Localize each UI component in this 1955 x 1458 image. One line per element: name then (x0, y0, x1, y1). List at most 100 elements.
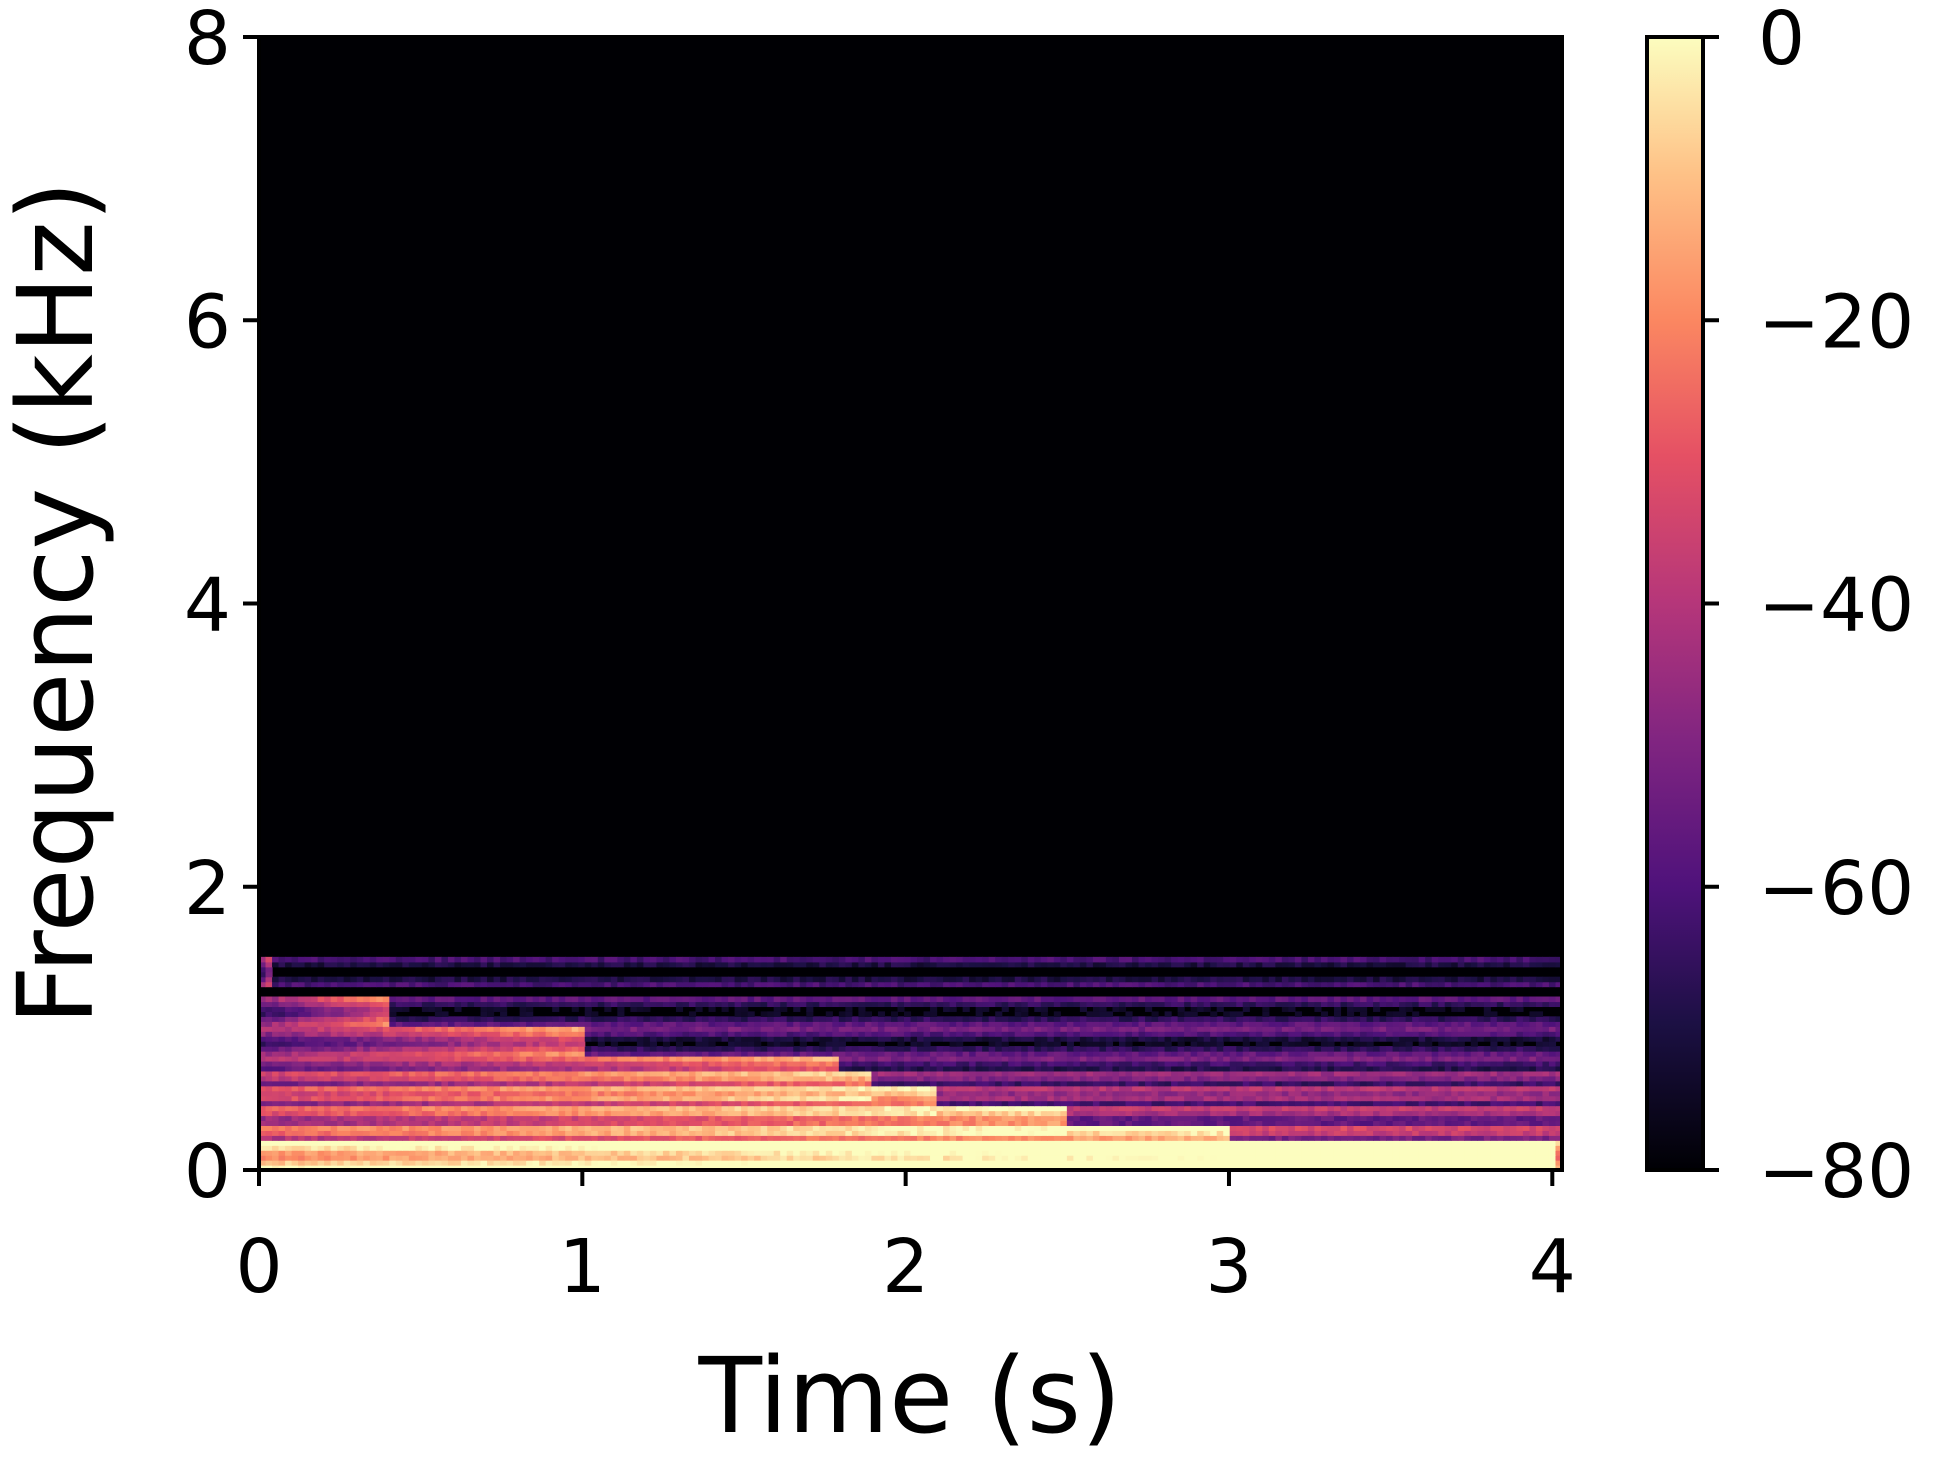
heatmap-cell (343, 1075, 351, 1082)
heatmap-cell (330, 1130, 338, 1136)
heatmap-cell (636, 1090, 644, 1097)
heatmap-cell (1529, 1075, 1537, 1082)
heatmap-cell (363, 1155, 371, 1161)
heatmap-cell (1412, 1065, 1420, 1072)
heatmap-cell (858, 1070, 866, 1077)
heatmap-cell (1457, 1165, 1465, 1171)
heatmap-cell (571, 1095, 579, 1102)
heatmap-cell (1275, 1065, 1283, 1072)
heatmap-cell (480, 1075, 488, 1082)
heatmap-cell (851, 1105, 859, 1112)
heatmap-cell (376, 1135, 384, 1141)
heatmap-cell (350, 1135, 358, 1141)
heatmap-cell (682, 1110, 690, 1117)
heatmap-cell (741, 1115, 749, 1122)
heatmap-cell (474, 1160, 482, 1166)
heatmap-cell (877, 1075, 886, 1082)
heatmap-cell (995, 1115, 1003, 1122)
heatmap-cell (1399, 1150, 1407, 1156)
heatmap-cell (1412, 1115, 1420, 1122)
heatmap-cell (428, 1095, 436, 1102)
heatmap-cell (1001, 1100, 1009, 1107)
heatmap-cell (298, 1115, 306, 1122)
heatmap-cell (1047, 1055, 1055, 1062)
heatmap-cell (1073, 1160, 1081, 1166)
heatmap-cell (864, 1155, 872, 1161)
heatmap-cell (1242, 1085, 1250, 1092)
heatmap-cell (930, 1095, 938, 1102)
heatmap-cell (441, 1165, 449, 1171)
heatmap-cell (291, 1115, 299, 1122)
heatmap-cell (1027, 1145, 1035, 1151)
heatmap-cell (1366, 1100, 1374, 1107)
heatmap-cell (330, 1095, 338, 1102)
heatmap-cell (1301, 1165, 1309, 1171)
heatmap-cell (1066, 1100, 1074, 1107)
heatmap-cell (1340, 1135, 1348, 1141)
heatmap-cell (767, 1165, 775, 1171)
heatmap-cell (741, 1110, 749, 1117)
heatmap-cell (1099, 1160, 1107, 1166)
heatmap-cell (1509, 1075, 1517, 1082)
heatmap-cell (578, 1150, 586, 1156)
heatmap-cell (669, 1075, 677, 1082)
heatmap-cell (506, 1055, 514, 1062)
heatmap-cell (669, 1140, 677, 1146)
heatmap-cell (552, 1080, 560, 1087)
heatmap-cell (1477, 1065, 1485, 1072)
heatmap-cell (545, 1150, 553, 1156)
heatmap-cell (832, 1115, 840, 1122)
heatmap-cell (1242, 1145, 1250, 1151)
heatmap-cell (278, 1160, 286, 1166)
heatmap-cell (1320, 1060, 1329, 1067)
heatmap-cell (1451, 1130, 1459, 1136)
heatmap-cell (519, 1080, 527, 1087)
heatmap-cell (1483, 1065, 1491, 1072)
heatmap-cell (1177, 1100, 1185, 1107)
heatmap-cell (1112, 1160, 1120, 1166)
heatmap-cell (936, 1105, 944, 1112)
heatmap-cell (1483, 1100, 1491, 1107)
heatmap-cell (1268, 1110, 1276, 1117)
heatmap-cell (1444, 1085, 1452, 1092)
heatmap-cell (1073, 1120, 1081, 1126)
heatmap-cell (1242, 1125, 1250, 1131)
heatmap-cell (773, 1075, 781, 1082)
heatmap-cell (265, 1160, 273, 1166)
heatmap-cell (1548, 1085, 1557, 1092)
heatmap-cell (884, 1060, 892, 1067)
heatmap-cell (298, 1130, 306, 1136)
heatmap-cell (773, 1150, 781, 1156)
heatmap-cell (311, 1105, 319, 1112)
heatmap-cell (728, 1100, 736, 1107)
heatmap-cell (930, 1080, 938, 1087)
heatmap-cell (1548, 1100, 1557, 1107)
heatmap-cell (311, 1160, 319, 1166)
heatmap-cell (734, 1070, 742, 1077)
heatmap-cell (278, 1115, 286, 1122)
heatmap-cell (793, 1100, 801, 1107)
heatmap-cell (428, 1046, 436, 1052)
heatmap-cell (474, 1130, 482, 1136)
heatmap-cell (1522, 1135, 1531, 1141)
heatmap-cell (1184, 1095, 1192, 1102)
heatmap-cell (1470, 1070, 1478, 1077)
heatmap-cell (1027, 1125, 1035, 1131)
heatmap-cell (1509, 1135, 1517, 1141)
heatmap-cell (1060, 1046, 1068, 1052)
heatmap-cell (825, 1130, 833, 1136)
heatmap-cell (1047, 1051, 1055, 1057)
heatmap-cell (1008, 1145, 1016, 1151)
heatmap-cell (956, 1135, 964, 1141)
heatmap-cell (1425, 1160, 1433, 1166)
heatmap-cell (343, 1135, 351, 1141)
heatmap-cell (1164, 1105, 1172, 1112)
heatmap-cell (1366, 1095, 1374, 1102)
heatmap-cell (1190, 1095, 1198, 1102)
heatmap-cell (337, 1090, 345, 1097)
heatmap-cell (1073, 1155, 1081, 1161)
heatmap-cell (584, 1095, 592, 1102)
heatmap-cell (623, 1140, 631, 1146)
heatmap-cell (1399, 1065, 1407, 1072)
heatmap-cell (259, 1160, 267, 1166)
